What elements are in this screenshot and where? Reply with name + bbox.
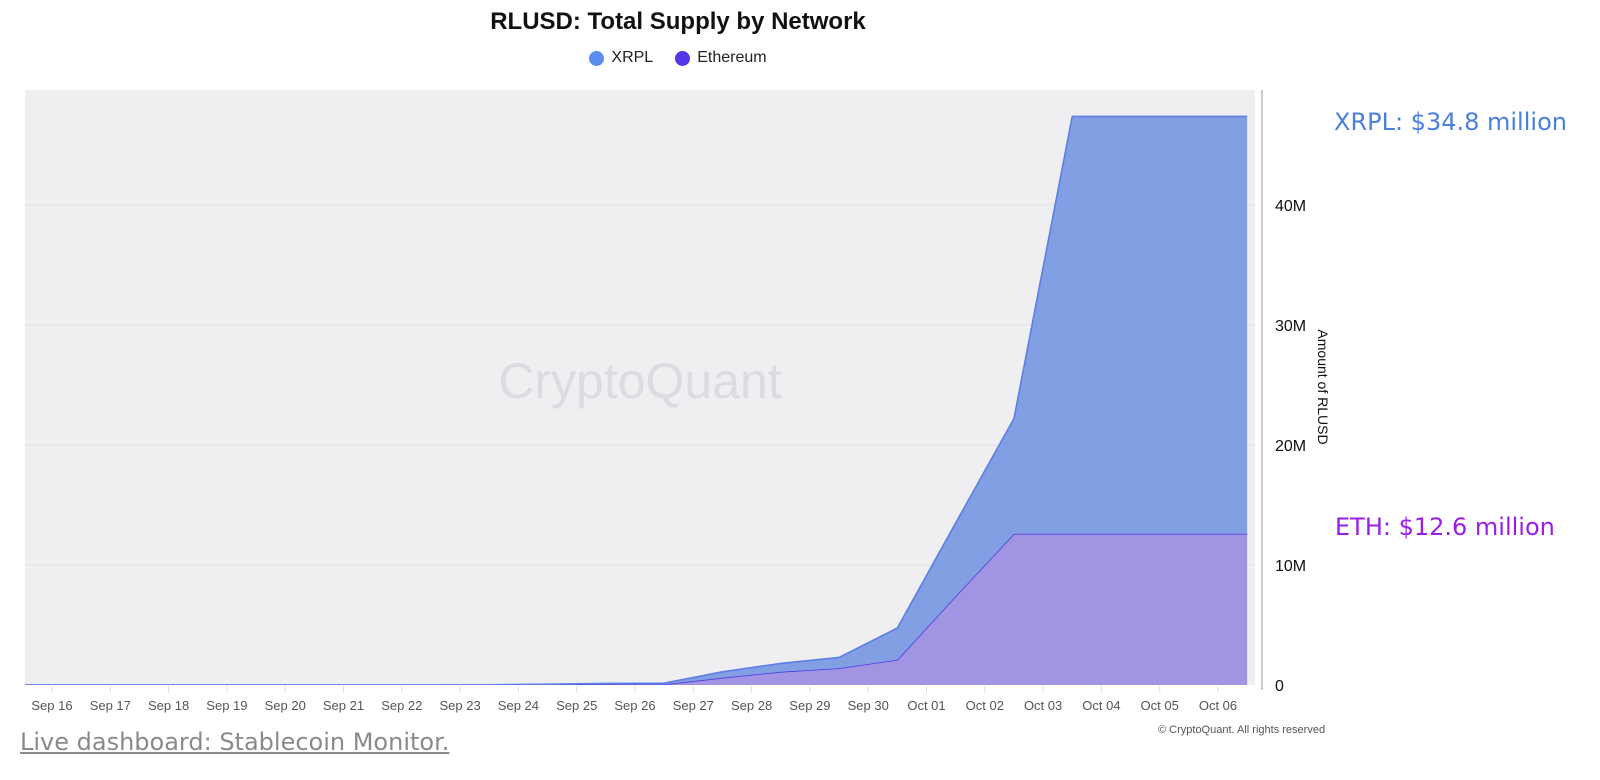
y-tick-label: 10M xyxy=(1275,558,1306,575)
legend-dot-xrpl xyxy=(589,50,605,66)
x-tick-label: Oct 06 xyxy=(1199,698,1237,713)
x-tick-label: Oct 03 xyxy=(1024,698,1062,713)
y-tick-label: 0 xyxy=(1275,678,1284,695)
x-tick-label: Sep 22 xyxy=(381,698,422,713)
annotation-eth: ETH: $12.6 million xyxy=(1335,513,1555,541)
area-ethereum xyxy=(25,533,1248,685)
y-tick-label: 40M xyxy=(1275,198,1306,215)
x-tick-label: Oct 04 xyxy=(1082,698,1120,713)
x-tick-label: Sep 20 xyxy=(265,698,306,713)
x-tick-label: Oct 02 xyxy=(966,698,1004,713)
x-tick-label: Sep 29 xyxy=(789,698,830,713)
legend-item-ethereum[interactable]: Ethereum xyxy=(675,49,767,67)
x-tick-label: Sep 26 xyxy=(614,698,655,713)
line-xrpl xyxy=(25,115,1248,685)
legend: XRPL Ethereum xyxy=(0,49,1356,67)
legend-label-xrpl: XRPL xyxy=(611,49,654,66)
y-tick-label: 20M xyxy=(1275,438,1306,455)
x-tick-label: Sep 18 xyxy=(148,698,189,713)
x-tick-label: Sep 30 xyxy=(848,698,889,713)
annotation-xrpl: XRPL: $34.8 million xyxy=(1334,108,1567,136)
x-tick-label: Oct 05 xyxy=(1141,698,1179,713)
legend-label-ethereum: Ethereum xyxy=(697,49,767,66)
area-xrpl xyxy=(25,116,1248,685)
copyright: © CryptoQuant. All rights reserved xyxy=(1158,724,1326,736)
stablecoin-monitor-link[interactable]: Live dashboard: Stablecoin Monitor. xyxy=(20,728,450,756)
x-tick-label: Oct 01 xyxy=(907,698,945,713)
chart-title: RLUSD: Total Supply by Network xyxy=(490,8,866,35)
x-tick-label: Sep 16 xyxy=(31,698,72,713)
x-tick-label: Sep 17 xyxy=(90,698,131,713)
watermark: CryptoQuant xyxy=(498,353,782,409)
x-tick-label: Sep 23 xyxy=(439,698,480,713)
y-axis-title: Amount of RLUSD xyxy=(1315,329,1331,444)
x-tick-label: Sep 25 xyxy=(556,698,597,713)
legend-dot-ethereum xyxy=(675,50,691,66)
x-tick-label: Sep 27 xyxy=(673,698,714,713)
x-tick-label: Sep 19 xyxy=(206,698,247,713)
legend-item-xrpl[interactable]: XRPL xyxy=(589,49,653,67)
x-tick-label: Sep 24 xyxy=(498,698,539,713)
x-tick-label: Sep 28 xyxy=(731,698,772,713)
y-tick-label: 30M xyxy=(1275,318,1306,335)
x-tick-label: Sep 21 xyxy=(323,698,364,713)
